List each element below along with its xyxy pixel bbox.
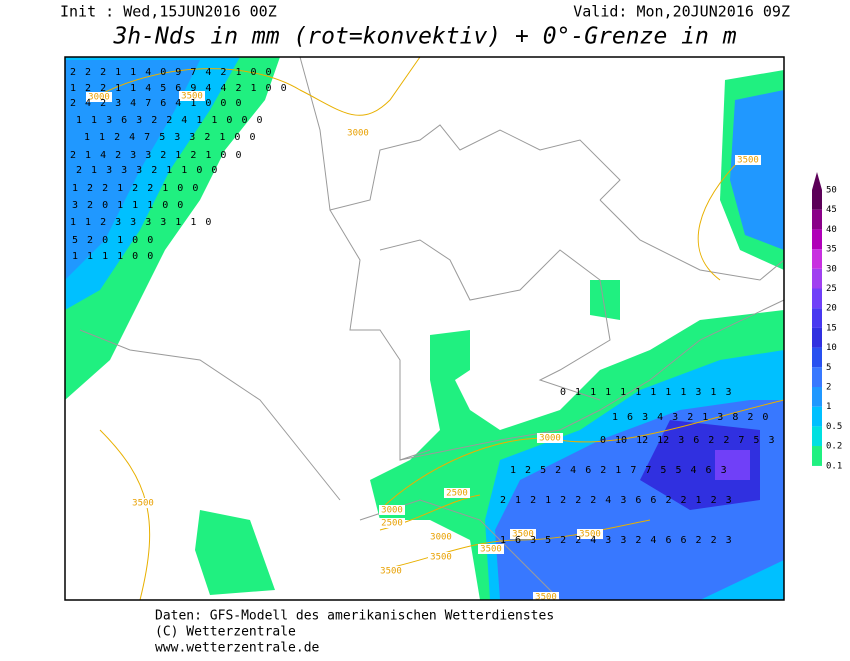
legend-label: 25 [826, 284, 837, 294]
legend-label: 45 [826, 205, 837, 215]
contour-label: 3000 [347, 129, 369, 139]
contour-label-bg [130, 498, 156, 508]
contour-label-bg [379, 505, 405, 515]
legend-swatch [812, 288, 822, 309]
grid-value-row: 1 6 3 4 3 2 1 3 8 2 0 [612, 412, 768, 423]
legend-label: 50 [826, 186, 837, 196]
grid-value-row: 1 1 2 3 3 3 3 1 1 0 [70, 217, 211, 228]
legend-label: 40 [826, 225, 837, 235]
grid-value-row: 5 2 0 1 0 0 [72, 235, 153, 246]
grid-value-row: 2 4 2 3 4 7 6 4 1 0 0 0 [70, 98, 241, 109]
precip-area [715, 450, 750, 480]
grid-value-row: 1 2 2 1 2 2 1 0 0 [72, 183, 198, 194]
legend-label: 5 [826, 363, 831, 373]
grid-value-row: 1 1 2 4 7 5 3 3 2 1 0 0 [84, 132, 255, 143]
contour-label-bg [577, 529, 603, 539]
grid-value-row: 1 1 1 1 0 0 [72, 251, 153, 262]
contour-label-bg [428, 552, 454, 562]
contour-label: 3500 [132, 499, 154, 509]
contour-label-bg [179, 91, 205, 101]
contour-label: 3500 [512, 530, 534, 540]
contour-label: 3500 [535, 593, 557, 603]
legend-swatch [812, 249, 822, 269]
legend-label: 2 [826, 383, 831, 393]
grid-value-row: 0 10 12 12 3 6 2 2 7 5 3 [600, 435, 775, 446]
contour-label-bg [537, 433, 563, 443]
contour-label: 3500 [737, 156, 759, 166]
contour-label: 3500 [480, 545, 502, 555]
footer-url: www.wetterzentrale.de [155, 641, 320, 656]
legend-swatch [812, 308, 822, 328]
legend-swatch [812, 327, 822, 348]
contour-label: 3000 [381, 506, 403, 516]
grid-value-row: 2 2 2 1 1 4 0 9 7 4 2 1 0 0 [70, 67, 272, 78]
precip-area [65, 60, 200, 280]
contour-label: 3500 [579, 530, 601, 540]
map-frame [64, 56, 785, 601]
legend-label: 35 [826, 245, 837, 255]
contour-label: 3500 [430, 553, 452, 563]
contour-label: 3500 [380, 567, 402, 577]
legend-swatch [812, 190, 822, 210]
legend-swatch [812, 229, 822, 250]
grid-value-row: 0 1 1 1 1 1 1 1 1 3 1 3 [560, 387, 731, 398]
contour-label-bg [378, 566, 404, 576]
legend-swatch [812, 446, 822, 466]
legend-swatch [812, 426, 822, 447]
grid-value-row: 1 2 5 2 4 6 2 1 7 7 5 5 4 6 3 [510, 465, 727, 476]
legend-swatch [812, 268, 822, 289]
legend-label: 0.5 [826, 422, 842, 432]
legend-label: 15 [826, 323, 837, 333]
legend-label: 0.2 [826, 442, 842, 452]
grid-value-row: 1 6 3 5 2 2 4 3 3 2 4 6 6 2 2 3 [500, 535, 732, 546]
init-time: Init : Wed,15JUN2016 00Z [60, 3, 277, 21]
precip-area [640, 420, 760, 510]
contour-label-bg [478, 544, 504, 554]
contour-label: 3000 [539, 434, 561, 444]
precip-area [195, 510, 275, 595]
contour-label-bg [428, 532, 454, 542]
contour-label: 2500 [446, 489, 468, 499]
legend-swatch [812, 209, 822, 230]
valid-time: Valid: Mon,20JUN2016 09Z [573, 3, 790, 21]
legend-label: 30 [826, 264, 837, 274]
map: 3000 3500 3000 3500 3000 2500 3500 3000 2500 3000… [64, 56, 785, 603]
legend-swatch [812, 387, 822, 407]
contour-label-bg [444, 488, 470, 498]
contour-label-bg [379, 518, 405, 528]
grid-value-row: 1 1 3 6 3 2 2 4 1 1 0 0 0 [76, 115, 263, 126]
grid-value-row: 1 2 2 1 1 4 5 6 9 4 4 2 1 0 0 [70, 83, 287, 94]
contour-label: 3000 [88, 93, 110, 103]
grid-value-row: 2 1 4 2 3 3 2 1 2 1 0 0 [70, 150, 241, 161]
grid-value-row: 2 1 2 1 2 2 2 4 3 6 6 2 2 1 2 3 [500, 495, 732, 506]
footer-source: Daten: GFS-Modell des amerikanischen Wet… [155, 609, 554, 624]
legend-label: 0.1 [826, 461, 842, 471]
legend-label: 10 [826, 343, 837, 353]
color-legend: 50 45 40 35 30 25 20 15 10 5 2 1 0.5 0.2 0.1 [812, 172, 842, 471]
contour-label: 2500 [381, 519, 403, 529]
contour-label-layer: 3000 3500 3000 3500 3000 2500 3500 3000 2500 3000… [86, 91, 761, 603]
precip-area [730, 90, 784, 250]
legend-label: 1 [826, 402, 831, 412]
contour-label: 3500 [181, 92, 203, 102]
grid-value-row: 2 1 3 3 3 2 1 1 0 0 [76, 165, 217, 176]
precip-area [590, 280, 620, 320]
map-title: 3h-Nds in mm (rot=konvektiv) + 0°-Grenze… [112, 24, 736, 50]
contour-label-bg [86, 92, 112, 102]
legend-cap [812, 172, 822, 190]
grid-value-row: 3 2 0 1 1 1 0 0 [72, 200, 183, 211]
contour-label: 3000 [430, 533, 452, 543]
footer-copyright: (C) Wetterzentrale [155, 625, 296, 640]
legend-label: 20 [826, 304, 837, 314]
legend-swatch [812, 367, 822, 387]
contour-label-bg [510, 529, 536, 539]
legend-swatch [812, 406, 822, 427]
contour-label-bg [345, 128, 371, 138]
contour-label-bg [533, 592, 559, 602]
contour-label-bg [735, 155, 761, 165]
legend-swatch [812, 347, 822, 368]
grid-value-layer: 2 2 2 1 1 4 0 9 7 4 2 1 0 0 1 2 2 1 1 4 5… [70, 67, 775, 546]
